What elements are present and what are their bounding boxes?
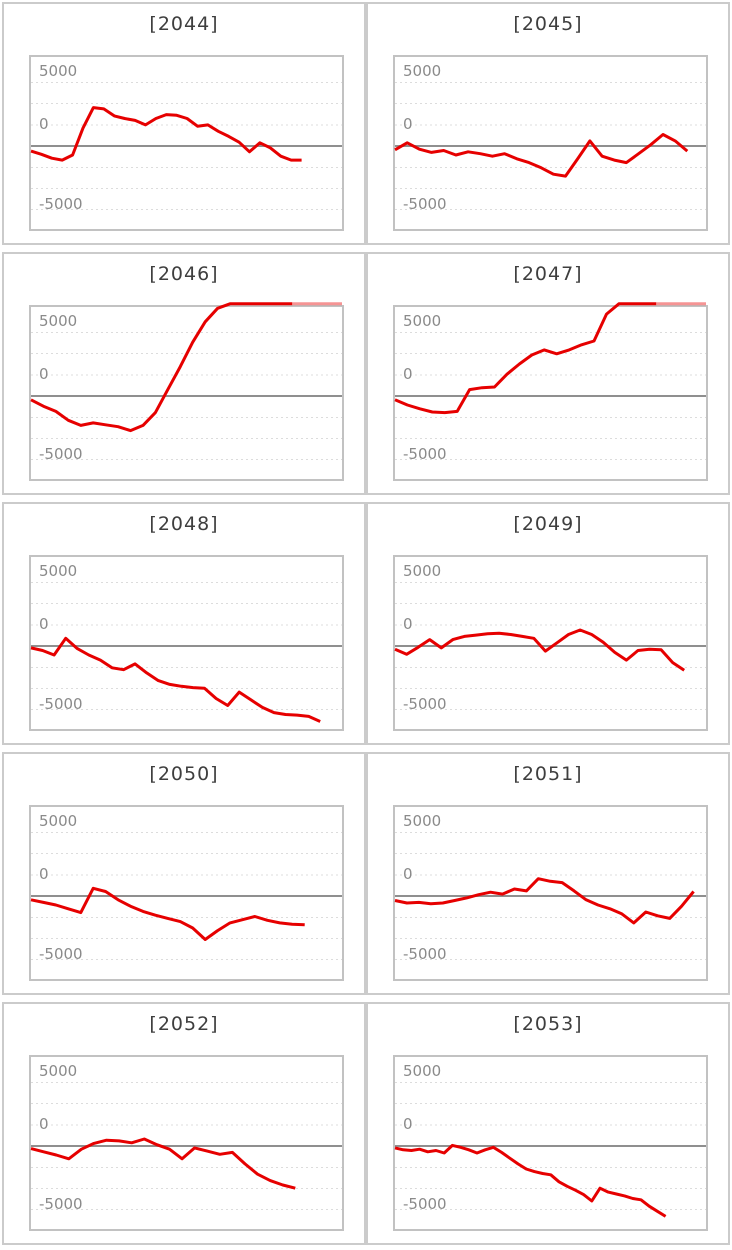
- ytick-5000: 5000: [403, 562, 442, 580]
- ytick-0: 0: [39, 1115, 49, 1133]
- slump-graph: [394, 82, 706, 210]
- slump-line: [30, 302, 293, 433]
- ytick-0: 0: [403, 115, 413, 133]
- slump-line: [30, 1137, 296, 1190]
- slump-line: [30, 636, 321, 723]
- ytick-5000: 5000: [39, 312, 78, 330]
- ytick-minus-5000: -5000: [39, 195, 83, 213]
- plot-area: 5000 0 -5000: [29, 1055, 344, 1231]
- ytick-0: 0: [39, 615, 49, 633]
- chart-cell: [2044] 5000 0 -5000: [2, 2, 366, 245]
- ytick-0: 0: [39, 365, 49, 383]
- ytick-0: 0: [403, 365, 413, 383]
- ytick-0: 0: [403, 1115, 413, 1133]
- chart-cell: [2051] 5000 0 -5000: [366, 752, 730, 995]
- slump-line: [394, 628, 686, 672]
- ytick-minus-5000: -5000: [39, 1195, 83, 1213]
- ytick-minus-5000: -5000: [403, 195, 447, 213]
- ytick-minus-5000: -5000: [403, 945, 447, 963]
- chart-cell: [2053] 5000 0 -5000: [366, 1002, 730, 1245]
- ytick-5000: 5000: [403, 312, 442, 330]
- ytick-0: 0: [39, 115, 49, 133]
- chart-cell: [2047] 5000 0 -5000: [366, 252, 730, 495]
- plot-area: 5000 0 -5000: [393, 55, 708, 231]
- chart-title: [2049]: [513, 513, 583, 535]
- slump-graph: [394, 302, 706, 460]
- chart-title: [2044]: [149, 13, 219, 35]
- slump-line: [394, 133, 689, 178]
- ytick-5000: 5000: [403, 62, 442, 80]
- chart-cell: [2045] 5000 0 -5000: [366, 2, 730, 245]
- slump-graph: [30, 582, 342, 723]
- slump-line: [30, 886, 305, 941]
- slump-line: [394, 1143, 667, 1218]
- ytick-5000: 5000: [39, 1062, 78, 1080]
- plot-area: 5000 0 -5000: [29, 555, 344, 731]
- ytick-5000: 5000: [403, 1062, 442, 1080]
- chart-title: [2045]: [513, 13, 583, 35]
- chart-title: [2047]: [513, 263, 583, 285]
- plot-area: 5000 0 -5000: [29, 805, 344, 981]
- chart-title: [2050]: [149, 763, 219, 785]
- ytick-minus-5000: -5000: [39, 445, 83, 463]
- slump-graph: [394, 832, 706, 960]
- chart-title: [2053]: [513, 1013, 583, 1035]
- ytick-minus-5000: -5000: [403, 1195, 447, 1213]
- slump-graph: [394, 582, 706, 710]
- chart-title: [2048]: [149, 513, 219, 535]
- plot-area: 5000 0 -5000: [393, 805, 708, 981]
- slump-graph: [30, 82, 342, 210]
- slump-graph: [30, 302, 342, 460]
- chart-cell: [2049] 5000 0 -5000: [366, 502, 730, 745]
- ytick-minus-5000: -5000: [39, 945, 83, 963]
- plot-area: 5000 0 -5000: [29, 302, 344, 481]
- chart-title: [2046]: [149, 263, 219, 285]
- ytick-5000: 5000: [39, 812, 78, 830]
- chart-cell: [2052] 5000 0 -5000: [2, 1002, 366, 1245]
- ytick-minus-5000: -5000: [403, 695, 447, 713]
- chart-title: [2052]: [149, 1013, 219, 1035]
- plot-area: 5000 0 -5000: [29, 55, 344, 231]
- chart-cell: [2046] 5000 0 -5000: [2, 252, 366, 495]
- chart-cell: [2048] 5000 0 -5000: [2, 502, 366, 745]
- slump-line: [30, 106, 302, 162]
- ytick-0: 0: [403, 865, 413, 883]
- plot-area: 5000 0 -5000: [393, 302, 708, 481]
- plot-area: 5000 0 -5000: [393, 1055, 708, 1231]
- ytick-5000: 5000: [403, 812, 442, 830]
- ytick-minus-5000: -5000: [403, 445, 447, 463]
- slump-graph: [30, 832, 342, 960]
- slump-line: [394, 877, 695, 925]
- plot-area: 5000 0 -5000: [393, 555, 708, 731]
- slump-graph: [30, 1082, 342, 1210]
- chart-cell: [2050] 5000 0 -5000: [2, 752, 366, 995]
- ytick-0: 0: [403, 615, 413, 633]
- chart-title: [2051]: [513, 763, 583, 785]
- ytick-0: 0: [39, 865, 49, 883]
- ytick-5000: 5000: [39, 562, 78, 580]
- ytick-5000: 5000: [39, 62, 78, 80]
- ytick-minus-5000: -5000: [39, 695, 83, 713]
- slump-graph: [394, 1082, 706, 1218]
- slump-line: [394, 302, 657, 415]
